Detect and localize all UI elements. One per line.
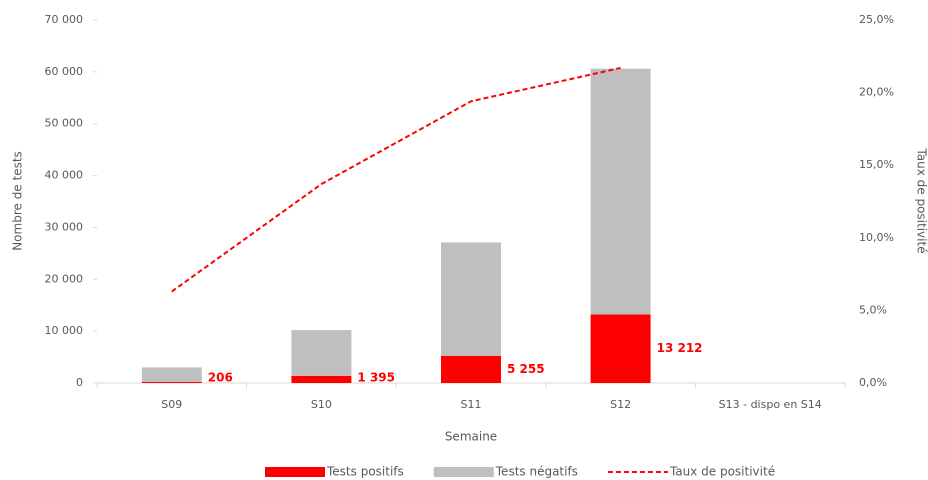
y2-tick-label: 25,0% [859,13,894,26]
x-axis-title: Semaine [445,430,497,444]
y-tick-label: 0 [76,376,83,389]
y-tick-label: 10 000 [45,324,84,337]
y-tick-label: 40 000 [45,169,84,182]
legend-swatch [433,467,494,477]
legend-label: Taux de positivité [669,465,775,479]
y-tick-label: 60 000 [45,65,84,78]
bar-segment [590,314,651,383]
x-tick-label: S12 [610,398,631,411]
data-label: 5 255 [507,362,545,376]
y-tick-label: 20 000 [45,272,84,285]
y-tick-label: 30 000 [45,220,84,233]
legend-swatch [265,467,325,477]
y-tick-label: 70 000 [45,13,84,26]
y2-tick-label: 15,0% [859,158,894,171]
bar-segment [590,68,651,315]
y2-tick-label: 20,0% [859,86,894,99]
y2-tick-label: 5,0% [859,303,887,316]
data-label: 1 395 [357,371,395,385]
data-label: 206 [208,371,233,385]
bar-segment [141,367,202,382]
y2-tick-label: 0,0% [859,376,887,389]
data-label: 13 212 [657,341,703,355]
x-tick-label: S10 [311,398,332,411]
y2-axis-title: Taux de positivité [915,147,928,253]
x-tick-label: S09 [161,398,182,411]
line [171,66,621,293]
y-axis-title: Nombre de tests [11,151,25,251]
y2-tick-label: 10,0% [859,231,894,244]
bar-segment [441,242,501,356]
bar-segment [291,330,352,376]
legend-label: Tests négatifs [495,465,578,479]
x-tick-label: S11 [461,398,482,411]
legend-label: Tests positifs [326,465,404,479]
bar-segment [291,375,352,383]
bar-segment [141,381,202,383]
y-tick-label: 50 000 [45,117,84,130]
x-tick-label: S13 - dispo en S14 [719,398,822,411]
bar-segment [441,355,501,383]
